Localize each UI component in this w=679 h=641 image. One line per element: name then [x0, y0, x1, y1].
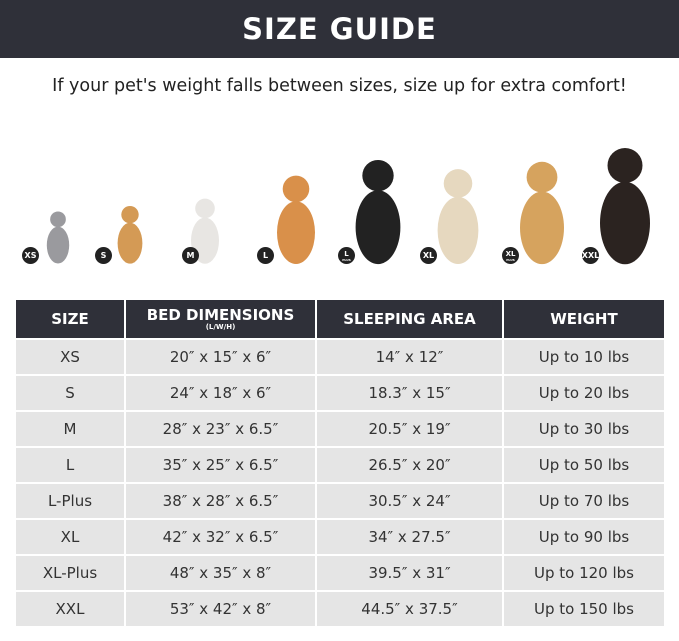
cell-bed-dimensions: 20″ x 15″ x 6″ — [124, 338, 317, 376]
cell-size: XS — [14, 338, 126, 376]
table-row: XL 42″ x 32″ x 6.5″ 34″ x 27.5″ Up to 90 lb… — [14, 518, 666, 556]
cell-weight: Up to 20 lbs — [502, 374, 666, 412]
pet-head — [195, 198, 215, 219]
badge-sub-label: PLUS — [506, 257, 515, 262]
page-title: SIZE GUIDE — [0, 0, 679, 58]
badge-label: XL — [422, 251, 435, 260]
cell-weight: Up to 150 lbs — [502, 590, 666, 628]
badge-label: XL — [505, 249, 516, 258]
cell-bed-dimensions: 48″ x 35″ x 8″ — [124, 554, 317, 592]
cell-size: L-Plus — [14, 482, 126, 520]
pet-body — [355, 190, 401, 265]
badge-label: M — [186, 251, 195, 260]
cell-weight: Up to 120 lbs — [502, 554, 666, 592]
pet-illustrations — [46, 148, 650, 265]
pet-head — [526, 161, 558, 193]
cell-sleeping-area: 14″ x 12″ — [315, 338, 504, 376]
pet-shiba-inu — [277, 175, 315, 264]
table-row: XXL 53″ x 42″ x 8″ 44.5″ x 37.5″ Up to 150 … — [14, 590, 666, 628]
header-sleeping-area: SLEEPING AREA — [315, 298, 504, 340]
table-row: XL-Plus 48″ x 35″ x 8″ 39.5″ x 31″ Up to 12… — [14, 554, 666, 592]
pet-golden-retriever — [520, 161, 564, 265]
cell-sleeping-area: 30.5″ x 24″ — [315, 482, 504, 520]
cell-size: L — [14, 446, 126, 484]
badge-label: L — [344, 249, 349, 258]
table-row: L-Plus 38″ x 28″ x 6.5″ 30.5″ x 24″ Up to 7… — [14, 482, 666, 520]
badge-label: S — [100, 251, 107, 260]
cell-bed-dimensions: 28″ x 23″ x 6.5″ — [124, 410, 317, 448]
cell-size: XL — [14, 518, 126, 556]
size-badge: M — [182, 247, 199, 264]
pet-labrador — [437, 169, 479, 265]
size-badge: L PLUS — [338, 247, 355, 264]
pet-border-collie — [355, 159, 401, 265]
pet-doberman — [600, 148, 650, 265]
pet-pomeranian — [117, 205, 143, 264]
pet-head — [607, 148, 643, 183]
size-badge: XL PLUS — [502, 247, 519, 264]
pet-body — [520, 191, 564, 265]
table-row: S 24″ x 18″ x 6″ 18.3″ x 15″ Up to 20 lbs — [14, 374, 666, 412]
pet-body — [437, 196, 479, 265]
cell-size: M — [14, 410, 126, 448]
badge-label: XXL — [582, 251, 599, 260]
cell-size: XL-Plus — [14, 554, 126, 592]
cell-weight: Up to 50 lbs — [502, 446, 666, 484]
pet-gray-cat — [46, 211, 70, 264]
badge-sub-label: PLUS — [342, 257, 351, 262]
pet-head — [282, 175, 310, 203]
header-weight: WEIGHT — [502, 298, 666, 340]
cell-weight: Up to 30 lbs — [502, 410, 666, 448]
header-bed-unit: (L/W/H) — [205, 322, 236, 331]
table-row: M 28″ x 23″ x 6.5″ 20.5″ x 19″ Up to 30 lbs — [14, 410, 666, 448]
cell-bed-dimensions: 53″ x 42″ x 8″ — [124, 590, 317, 628]
size-badge: XXL — [582, 247, 599, 264]
badge-label: L — [262, 251, 269, 260]
cell-sleeping-area: 44.5″ x 37.5″ — [315, 590, 504, 628]
pet-size-lineup: XS S M L L PLUS XL XL PLUS XXL — [0, 135, 679, 270]
size-badge: XS — [22, 247, 39, 264]
subtitle: If your pet's weight falls between sizes… — [52, 76, 627, 96]
size-badge: XL — [420, 247, 437, 264]
table-row: XS 20″ x 15″ x 6″ 14″ x 12″ Up to 10 lbs — [14, 338, 666, 376]
table-header-row: SIZE BED DIMENSIONS (L/W/H) SLEEPING AREA… — [14, 298, 666, 340]
cell-bed-dimensions: 38″ x 28″ x 6.5″ — [124, 482, 317, 520]
cell-size: XXL — [14, 590, 126, 628]
pet-body — [600, 181, 650, 265]
pet-head — [121, 205, 139, 224]
badge-label: XS — [24, 251, 37, 260]
cell-sleeping-area: 39.5″ x 31″ — [315, 554, 504, 592]
cell-bed-dimensions: 35″ x 25″ x 6.5″ — [124, 446, 317, 484]
pet-body — [117, 222, 143, 264]
header-size: SIZE — [14, 298, 126, 340]
cell-sleeping-area: 26.5″ x 20″ — [315, 446, 504, 484]
cell-sleeping-area: 34″ x 27.5″ — [315, 518, 504, 556]
cell-sleeping-area: 20.5″ x 19″ — [315, 410, 504, 448]
pet-body — [46, 226, 70, 264]
cell-weight: Up to 90 lbs — [502, 518, 666, 556]
pet-head — [443, 169, 473, 198]
pet-body — [277, 201, 315, 264]
cell-weight: Up to 10 lbs — [502, 338, 666, 376]
size-badge: L — [257, 247, 274, 264]
size-table: SIZE BED DIMENSIONS (L/W/H) SLEEPING AREA… — [14, 298, 666, 628]
header-bed-dimensions: BED DIMENSIONS (L/W/H) — [124, 298, 317, 340]
pet-head — [50, 211, 66, 228]
size-badge: S — [95, 247, 112, 264]
pet-head — [362, 159, 394, 192]
cell-size: S — [14, 374, 126, 412]
table-row: L 35″ x 25″ x 6.5″ 26.5″ x 20″ Up to 50 lbs — [14, 446, 666, 484]
header-bed-label: BED DIMENSIONS — [146, 305, 295, 324]
cell-bed-dimensions: 24″ x 18″ x 6″ — [124, 374, 317, 412]
cell-weight: Up to 70 lbs — [502, 482, 666, 520]
cell-bed-dimensions: 42″ x 32″ x 6.5″ — [124, 518, 317, 556]
cell-sleeping-area: 18.3″ x 15″ — [315, 374, 504, 412]
